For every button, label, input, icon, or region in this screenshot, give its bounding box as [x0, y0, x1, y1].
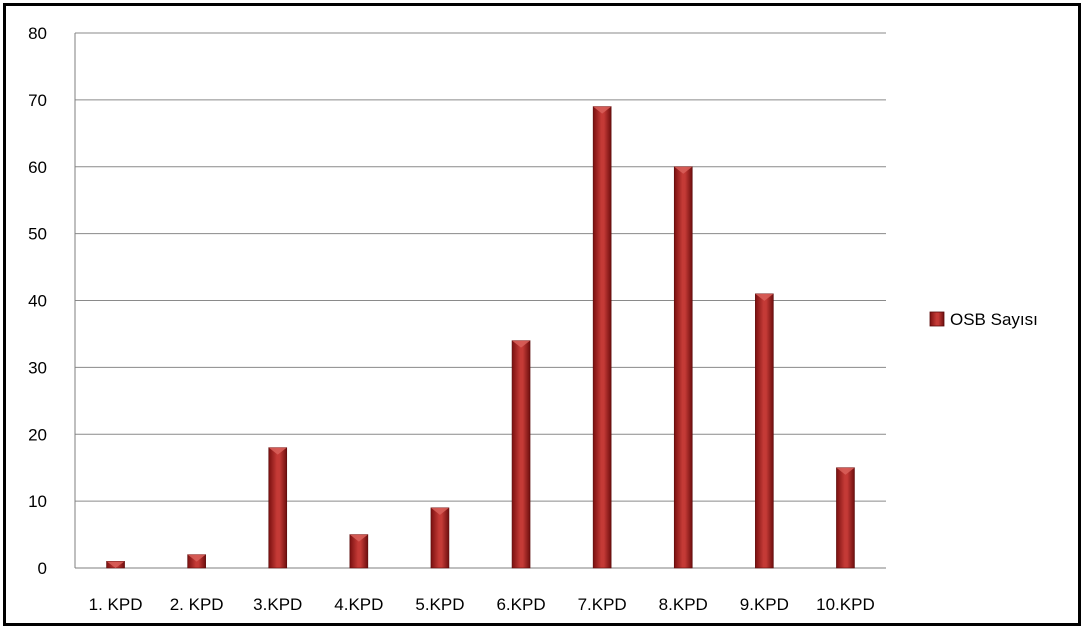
- bar-cap: [106, 561, 125, 568]
- x-tick-label: 7.KPD: [578, 595, 627, 614]
- x-tick-label: 1. KPD: [89, 595, 143, 614]
- y-tick-label: 60: [28, 158, 47, 177]
- x-tick-label: 5.KPD: [415, 595, 464, 614]
- bar-cap: [512, 340, 531, 348]
- legend-label: OSB Sayısı: [950, 310, 1038, 329]
- bar: [755, 293, 774, 569]
- bar-cap: [593, 106, 612, 114]
- y-tick-label: 50: [28, 225, 47, 244]
- bar-body: [511, 340, 531, 569]
- y-axis-ticks: 0 10 20 30 40 50 60 70 80: [28, 24, 47, 578]
- legend: OSB Sayısı: [929, 310, 1038, 329]
- y-tick-label: 0: [38, 559, 47, 578]
- legend-swatch: [929, 311, 945, 327]
- bar: [187, 554, 206, 569]
- bar-body: [755, 293, 774, 569]
- bar: [592, 106, 612, 569]
- bar-cap: [268, 447, 287, 455]
- x-tick-label: 3.KPD: [253, 595, 302, 614]
- bar: [349, 534, 369, 569]
- bar: [511, 340, 531, 569]
- bar-body: [673, 166, 693, 569]
- x-tick-label: 8.KPD: [659, 595, 708, 614]
- bar-cap: [187, 554, 206, 562]
- bar-cap: [674, 166, 693, 174]
- y-tick-label: 70: [28, 91, 47, 110]
- bar-cap: [755, 293, 774, 301]
- bar: [430, 507, 450, 569]
- x-tick-label: 10.KPD: [816, 595, 875, 614]
- bar-cap: [836, 467, 855, 475]
- bar: [673, 166, 693, 569]
- y-tick-label: 40: [28, 292, 47, 311]
- bar: [268, 447, 288, 569]
- x-tick-label: 4.KPD: [334, 595, 383, 614]
- x-tick-label: 9.KPD: [740, 595, 789, 614]
- x-axis-ticks: 1. KPD 2. KPD 3.KPD 4.KPD 5.KPD 6.KPD 7.KPD 8.K…: [89, 595, 875, 614]
- bar-body: [430, 507, 450, 569]
- x-tick-label: 2. KPD: [170, 595, 224, 614]
- x-tick-label: 6.KPD: [496, 595, 545, 614]
- bar: [106, 561, 125, 569]
- bar-body: [836, 467, 855, 569]
- y-tick-label: 10: [28, 492, 47, 511]
- gridlines: [74, 32, 886, 569]
- bar-cap: [349, 534, 368, 542]
- bar-body: [268, 447, 288, 569]
- bar-body: [592, 106, 612, 569]
- chart-frame: [3, 3, 1081, 626]
- bar-cap: [430, 507, 449, 515]
- bars: [106, 106, 855, 569]
- y-tick-label: 30: [28, 358, 47, 377]
- y-tick-label: 20: [28, 425, 47, 444]
- y-tick-label: 80: [28, 24, 47, 43]
- bar: [836, 467, 855, 569]
